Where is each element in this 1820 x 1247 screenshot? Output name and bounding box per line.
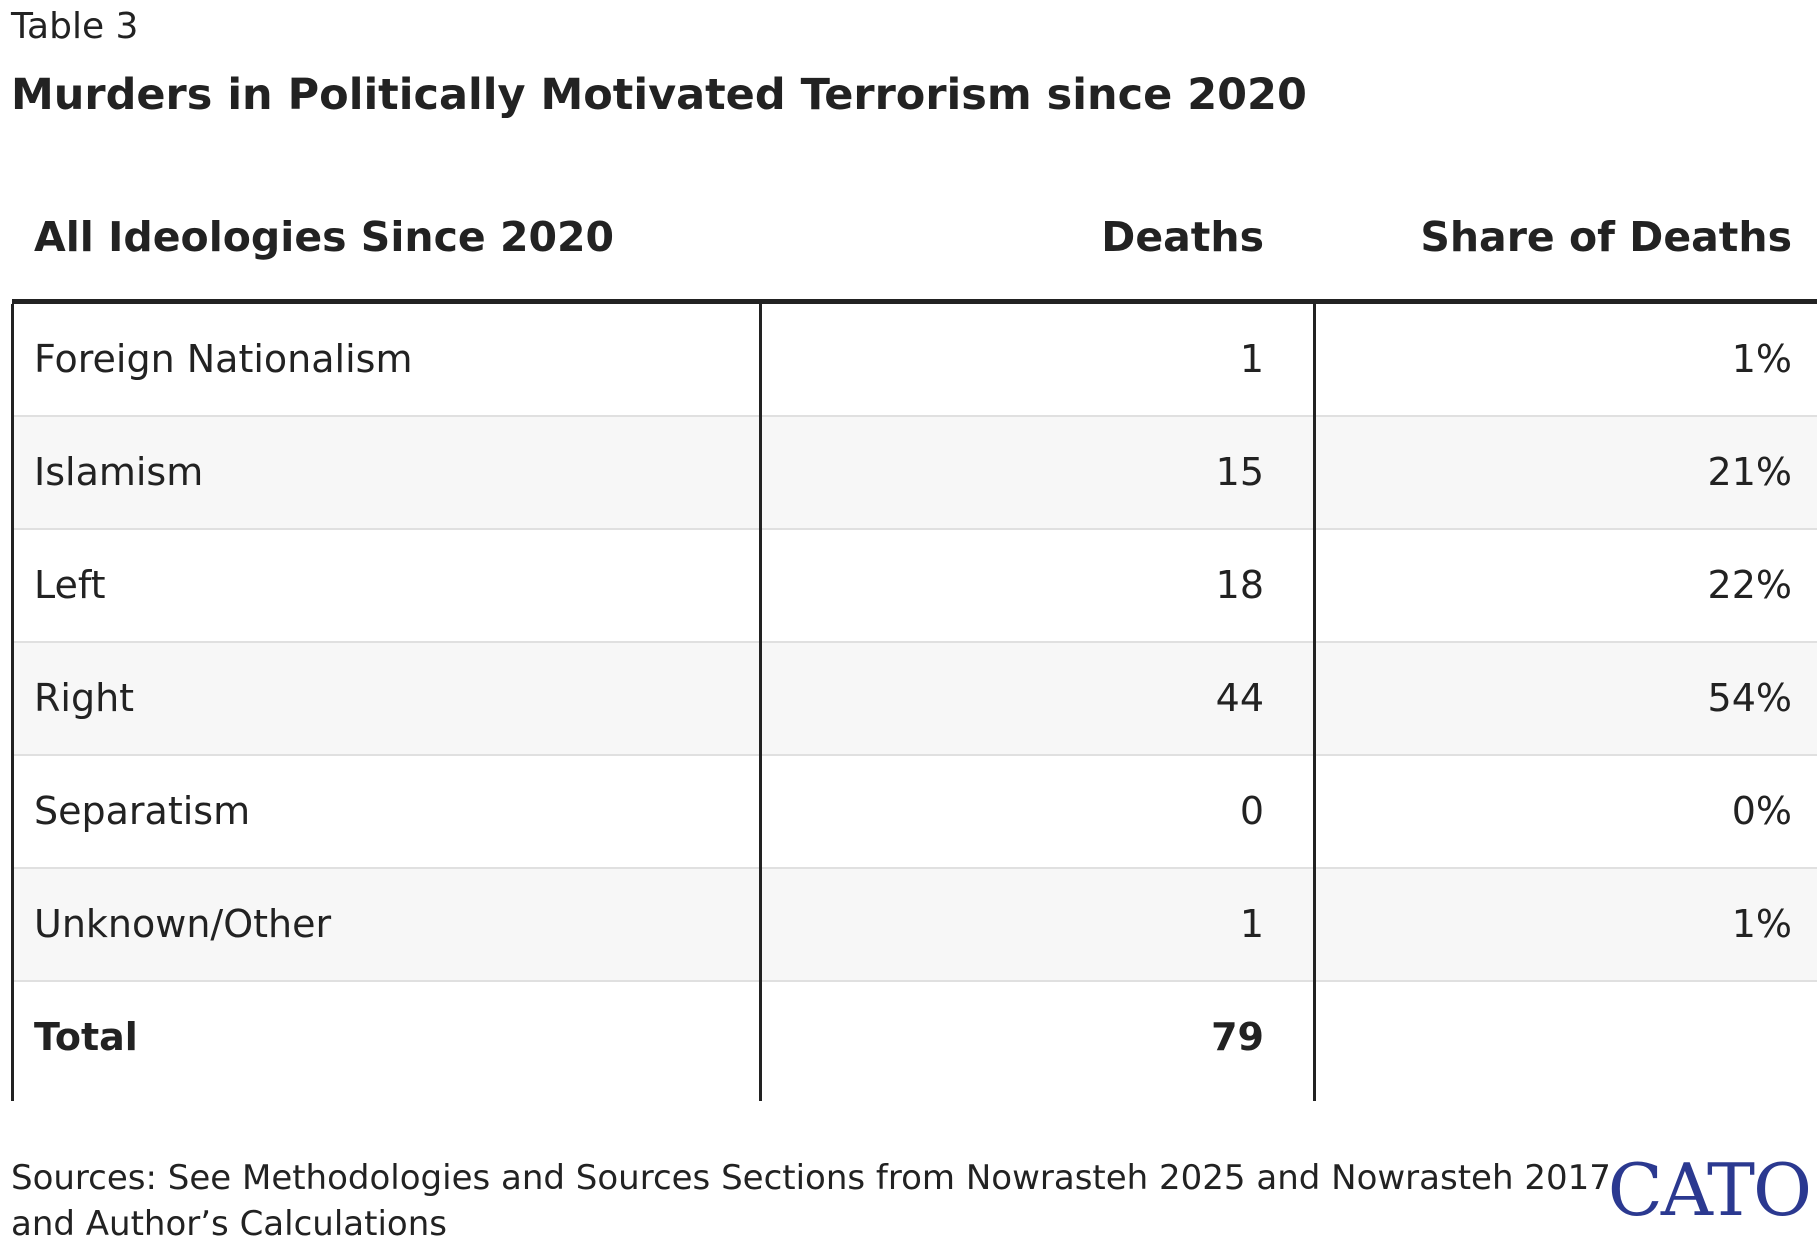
table-cell: 1%	[1731, 337, 1792, 381]
table-row: Separatism 0 0%	[12, 756, 1817, 869]
column-border	[11, 304, 14, 1101]
table-cell: 44	[1215, 676, 1264, 720]
table-label: Table 3	[11, 6, 139, 47]
header-rule	[12, 299, 1817, 304]
source-note: Sources: See Methodologies and Sources S…	[11, 1158, 1611, 1244]
table-cell: 1	[1239, 337, 1264, 381]
table-title: Murders in Politically Motivated Terrori…	[11, 70, 1307, 120]
table-row: Islamism 15 21%	[12, 417, 1817, 530]
table-cell: 0	[1239, 789, 1264, 833]
column-header: All Ideologies Since 2020	[34, 213, 615, 261]
total-cell: 79	[1211, 1015, 1264, 1059]
table-cell: 1%	[1731, 902, 1792, 946]
header-row: All Ideologies Since 2020 Deaths Share o…	[12, 205, 1817, 303]
table-cell: Unknown/Other	[34, 902, 332, 946]
table-cell: Foreign Nationalism	[34, 337, 413, 381]
table-cell: 54%	[1707, 676, 1792, 720]
table-row: Unknown/Other 1 1%	[12, 869, 1817, 982]
table-row: Foreign Nationalism 1 1%	[12, 304, 1817, 417]
table-cell: 1	[1239, 902, 1264, 946]
total-row: Total 79	[12, 982, 1817, 1095]
logo: CATO	[1607, 1148, 1812, 1232]
table-cell: 15	[1215, 450, 1264, 494]
page: Table 3 Murders in Politically Motivated…	[11, 6, 1817, 1244]
table-cell: Separatism	[34, 789, 251, 833]
table-cell: Right	[34, 676, 135, 720]
table-cell: 18	[1215, 563, 1264, 607]
total-cell: Total	[34, 1015, 138, 1059]
table-cell: 0%	[1731, 789, 1792, 833]
table-cell: 21%	[1707, 450, 1792, 494]
table-cell: Left	[34, 563, 106, 607]
table-row: Left 18 22%	[12, 530, 1817, 643]
table-cell: Islamism	[34, 450, 204, 494]
table-cell: 22%	[1707, 563, 1792, 607]
column-border	[1313, 304, 1316, 1101]
column-border	[759, 304, 762, 1101]
table-row: Right 44 54%	[12, 643, 1817, 756]
column-header: Deaths	[1101, 213, 1264, 261]
column-header: Share of Deaths	[1420, 213, 1792, 261]
